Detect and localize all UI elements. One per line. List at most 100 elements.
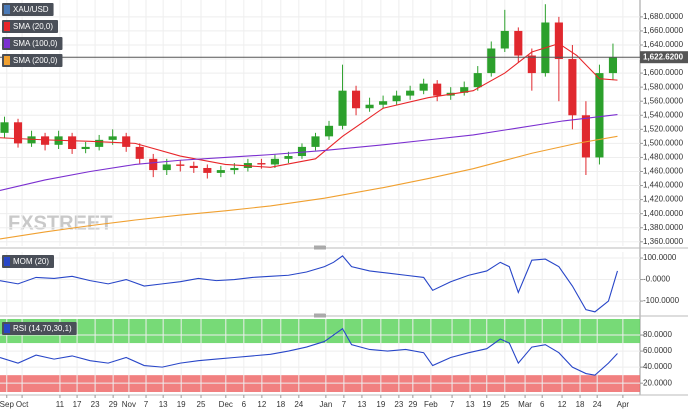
x-tick-label: 7 (450, 400, 455, 409)
x-tick-label: 6 (540, 400, 545, 409)
series-line (0, 114, 618, 192)
panel-handle (314, 313, 326, 318)
candle-body (500, 30, 509, 49)
candle-body (203, 167, 212, 173)
series-line (0, 255, 618, 313)
candle-body (284, 156, 293, 159)
panel-handle (314, 245, 326, 250)
x-tick-label: 29 (109, 400, 118, 409)
candle-body (460, 87, 469, 93)
candle-body (135, 146, 144, 159)
y-tick-label: 1,500.0000 (643, 138, 684, 147)
x-tick-label: Apr (617, 400, 630, 409)
candle-body (27, 136, 36, 144)
y-tick-label: 1,600.0000 (643, 68, 684, 77)
legend-label: SMA (100,0) (13, 39, 58, 48)
legend-box (2, 37, 63, 50)
candle-body (257, 163, 266, 165)
candle-body (122, 136, 131, 147)
legend-swatch (4, 257, 10, 266)
legend-label: MOM (20) (13, 257, 49, 266)
candle-body (554, 22, 563, 60)
x-tick-label: 12 (257, 400, 266, 409)
y-tick-label: 1,640.0000 (643, 40, 684, 49)
candle-body (338, 90, 347, 126)
candle-body (0, 122, 9, 133)
candle-body (608, 57, 618, 74)
y-tick-label: 40.0000 (643, 362, 672, 371)
y-tick-label: 1,360.0000 (643, 237, 684, 246)
overbought-band (0, 319, 640, 344)
x-tick-label: 7 (144, 400, 149, 409)
legend-box (2, 3, 54, 16)
candle-body (514, 30, 523, 56)
x-tick-label: 19 (376, 400, 385, 409)
legend-swatch (4, 324, 10, 333)
x-tick-label: Oct (16, 400, 29, 409)
x-tick-label: 19 (177, 400, 186, 409)
x-tick-label: 7 (342, 400, 347, 409)
candle-body (270, 158, 279, 165)
x-tick-label: Nov (122, 400, 136, 409)
y-tick-label: 1,520.0000 (643, 124, 684, 133)
legend-box (2, 322, 77, 335)
x-tick-label: 24 (294, 400, 303, 409)
candle-body (216, 170, 225, 173)
y-tick-label: 1,660.0000 (643, 26, 684, 35)
legend-box (2, 20, 59, 33)
legend-swatch (4, 5, 10, 14)
x-tick-label: 19 (482, 400, 491, 409)
candle-body (13, 122, 23, 144)
candle-body (176, 164, 185, 166)
candle-body (311, 136, 320, 147)
x-tick-label: 23 (91, 400, 100, 409)
candle-body (581, 115, 590, 158)
candle-body (392, 95, 401, 102)
candle-body (568, 59, 577, 116)
candle-body (149, 158, 158, 171)
candle-body (68, 136, 77, 150)
y-tick-label: 1,380.0000 (643, 223, 684, 232)
series-line (0, 135, 618, 240)
legend-label: XAU/USD (13, 5, 49, 14)
series-line (0, 327, 618, 376)
y-tick-label: 1,460.0000 (643, 167, 684, 176)
candle-body (487, 48, 496, 74)
x-tick-label: Mar (518, 400, 532, 409)
legend-swatch (4, 22, 10, 31)
x-tick-label: 24 (593, 400, 602, 409)
candle-body (365, 104, 374, 109)
y-tick-label: 1,480.0000 (643, 153, 684, 162)
x-tick-label: 25 (500, 400, 509, 409)
x-tick-label: 13 (357, 400, 366, 409)
candle-body (419, 83, 428, 91)
candle-body (108, 136, 117, 140)
legend-label: RSI (14,70,30,1) (13, 324, 72, 333)
x-tick-label: 11 (56, 400, 65, 409)
x-tick-label: 17 (73, 400, 82, 409)
x-tick-label: 29 (408, 400, 417, 409)
x-tick-label: 25 (197, 400, 206, 409)
y-tick-label: 1,560.0000 (643, 96, 684, 105)
x-tick-label: 6 (242, 400, 247, 409)
candle-body (527, 55, 536, 74)
x-tick-label: Dec (219, 400, 233, 409)
x-tick-label: 13 (466, 400, 475, 409)
candle-body (297, 146, 307, 157)
candle-body (433, 83, 442, 96)
y-tick-label: 1,440.0000 (643, 181, 684, 190)
y-tick-label: 1,580.0000 (643, 82, 684, 91)
series-line (0, 42, 618, 168)
y-tick-label: 1,680.0000 (643, 12, 684, 21)
x-tick-label: 23 (394, 400, 403, 409)
legend-label: SMA (20,0) (13, 22, 53, 31)
y-tick-label: -0.0000 (643, 275, 671, 284)
x-tick-label: 12 (558, 400, 567, 409)
candle-body (230, 167, 239, 171)
candle-body (352, 90, 361, 109)
candle-body (406, 90, 415, 96)
y-tick-label: -100.0000 (643, 296, 680, 305)
legend-swatch (4, 39, 10, 48)
